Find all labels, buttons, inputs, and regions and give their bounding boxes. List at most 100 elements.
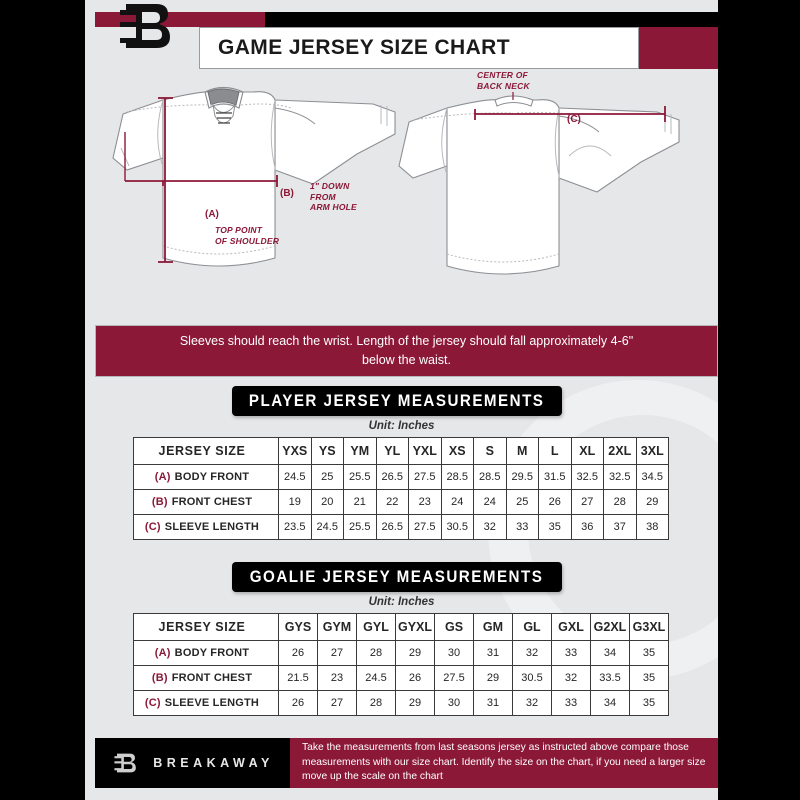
measurement-cell: 20 <box>310 489 344 515</box>
measurement-cell: 30 <box>434 640 474 666</box>
table-row: (C) SLEEVE LENGTH 26 27 28 29 30 31 32 33 34 35 <box>133 690 669 716</box>
measurement-cell: 24 <box>440 489 474 515</box>
measurement-cell: 26.5 <box>375 514 409 540</box>
size-column-header: GYS <box>278 613 318 641</box>
measurement-cell: 35 <box>629 690 669 716</box>
measurement-cell: 36 <box>570 514 604 540</box>
player-unit-label: Unit: Inches <box>368 420 435 432</box>
measurement-row-label: (A) BODY FRONT <box>133 464 279 490</box>
jersey-size-header: JERSEY SIZE <box>133 613 279 641</box>
measurement-cell: 27.5 <box>408 464 442 490</box>
measurement-mark: (A) <box>154 471 171 483</box>
measurement-cell: 23 <box>408 489 442 515</box>
measurement-cell: 27.5 <box>434 665 474 691</box>
measurement-cell: 32 <box>512 640 552 666</box>
measurement-cell: 33 <box>551 640 591 666</box>
page-header: GAME JERSEY SIZE CHART <box>95 27 718 69</box>
measurement-cell: 29 <box>395 640 435 666</box>
measurement-cell: 23 <box>317 665 357 691</box>
measurement-row-label: (B) FRONT CHEST <box>133 665 279 691</box>
measurement-cell: 35 <box>538 514 572 540</box>
size-column-header: GYL <box>356 613 396 641</box>
measurement-cell: 33 <box>551 690 591 716</box>
measurement-cell: 25.5 <box>343 464 377 490</box>
measurement-cell: 28.5 <box>473 464 507 490</box>
size-column-header: GYM <box>317 613 357 641</box>
measurement-mark: (B) <box>151 496 168 508</box>
measurement-mark: (C) <box>144 697 161 709</box>
table-row: (B) FRONT CHEST 19 20 21 22 23 24 24 25 26 27 28 29 <box>133 489 669 515</box>
measurement-cell: 26 <box>278 640 318 666</box>
measurement-cell: 37 <box>603 514 637 540</box>
measurement-cell: 35 <box>629 665 669 691</box>
size-column-header: XL <box>570 437 604 465</box>
measurement-cell: 21 <box>343 489 377 515</box>
tag-a: (A) <box>205 209 219 220</box>
measurement-cell: 28 <box>603 489 637 515</box>
measurement-cell: 21.5 <box>278 665 318 691</box>
goalie-section-title: GOALIE JERSEY MEASUREMENTS <box>232 562 562 592</box>
top-bar <box>95 12 718 27</box>
goalie-measurements-table: JERSEY SIZE GYS GYM GYL GYXL GS GM GL GXL G2XL G3X… <box>133 613 669 716</box>
measurement-cell: 33 <box>505 514 539 540</box>
size-chart-page: GAME JERSEY SIZE CHART <box>85 0 718 800</box>
page-title-text: GAME JERSEY SIZE CHART <box>218 36 510 59</box>
footer-instructions-text: Take the measurements from last seasons … <box>302 742 706 783</box>
table-row: (C) SLEEVE LENGTH 23.5 24.5 25.5 26.5 27.5 30.5… <box>133 514 669 540</box>
player-measurements-table: JERSEY SIZE YXS YS YM YL YXL XS S M L XL 2XL 3XL (A) B… <box>133 437 669 540</box>
tag-b: (B) <box>280 188 294 199</box>
size-column-header: M <box>505 437 539 465</box>
measurement-row-label: (A) BODY FRONT <box>133 640 279 666</box>
size-column-header: G2XL <box>590 613 630 641</box>
size-column-header: YS <box>310 437 344 465</box>
size-column-header: GS <box>434 613 474 641</box>
measurement-cell: 32 <box>512 690 552 716</box>
measurement-cell: 33.5 <box>590 665 630 691</box>
size-column-header: GM <box>473 613 513 641</box>
player-section-title: PLAYER JERSEY MEASUREMENTS <box>232 386 562 416</box>
measurement-cell: 26 <box>538 489 572 515</box>
size-column-header: L <box>538 437 572 465</box>
measurement-cell: 31.5 <box>538 464 572 490</box>
sleeve-note-banner: Sleeves should reach the wrist. Length o… <box>95 325 718 377</box>
measurement-cell: 27.5 <box>408 514 442 540</box>
measurement-cell: 30.5 <box>440 514 474 540</box>
size-column-header: YXS <box>278 437 312 465</box>
measurement-cell: 26.5 <box>375 464 409 490</box>
table-row: (A) BODY FRONT 26 27 28 29 30 31 32 33 34 35 <box>133 640 669 666</box>
measurement-cell: 24.5 <box>356 665 396 691</box>
measurement-cell: 38 <box>635 514 669 540</box>
measurement-cell: 32 <box>551 665 591 691</box>
size-column-header: YM <box>343 437 377 465</box>
measurement-cell: 24.5 <box>278 464 312 490</box>
footer-brand-text: BREAKAWAY <box>153 756 274 770</box>
measurement-cell: 34 <box>590 690 630 716</box>
jersey-front-illustration <box>112 86 396 267</box>
measurement-cell: 27 <box>317 690 357 716</box>
measurement-cell: 27 <box>570 489 604 515</box>
measurement-row-label: (C) SLEEVE LENGTH <box>133 690 279 716</box>
measurement-cell: 29 <box>395 690 435 716</box>
player-table-wrap: JERSEY SIZE YXS YS YM YL YXL XS S M L XL 2XL 3XL (A) B… <box>133 437 669 540</box>
measurement-cell: 29 <box>635 489 669 515</box>
page-footer: BREAKAWAY Take the measurements from las… <box>95 738 718 788</box>
jersey-back-illustration <box>398 92 680 275</box>
size-column-header: GL <box>512 613 552 641</box>
footer-brand: BREAKAWAY <box>95 738 290 788</box>
measurement-cell: 32.5 <box>570 464 604 490</box>
measurement-cell: 28 <box>356 690 396 716</box>
table-header-row: JERSEY SIZE YXS YS YM YL YXL XS S M L XL 2XL 3XL <box>133 437 669 465</box>
measurement-cell: 29.5 <box>505 464 539 490</box>
goalie-section-title-text: GOALIE JERSEY MEASUREMENTS <box>250 567 544 586</box>
measurement-cell: 32 <box>473 514 507 540</box>
size-column-header: YXL <box>408 437 442 465</box>
size-column-header: GYXL <box>395 613 435 641</box>
measurement-mark: (B) <box>151 672 168 684</box>
measurement-cell: 25 <box>310 464 344 490</box>
measurement-cell: 26 <box>278 690 318 716</box>
measurement-cell: 35 <box>629 640 669 666</box>
sleeve-note-text: Sleeves should reach the wrist. Length o… <box>179 334 634 367</box>
measurement-cell: 30 <box>434 690 474 716</box>
measurement-mark: (A) <box>154 647 171 659</box>
measurement-cell: 30.5 <box>512 665 552 691</box>
